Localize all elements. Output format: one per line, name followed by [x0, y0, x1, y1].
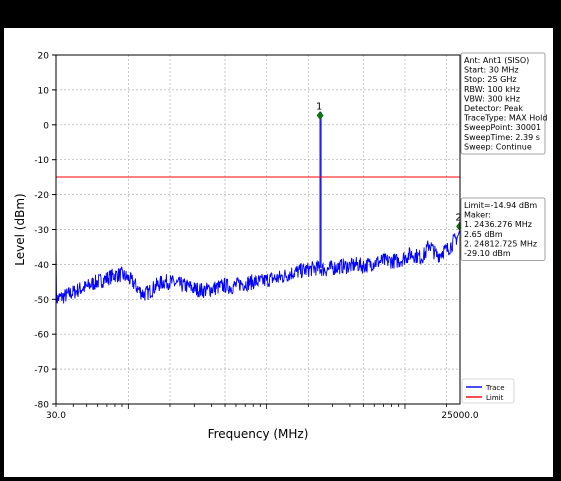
marker-label: 1 — [316, 102, 322, 113]
settings-line: VBW: 300 kHz — [464, 94, 520, 103]
settings-line: RBW: 100 kHz — [464, 85, 520, 94]
legend-entry: Trace — [485, 384, 505, 392]
y-tick-label: -50 — [34, 296, 49, 306]
marker-info-line: -29.10 dBm — [464, 249, 511, 258]
series-layer — [55, 112, 461, 304]
marker-diamond — [316, 111, 324, 121]
settings-line: Sweep: Continue — [464, 142, 532, 151]
trace-series-line — [55, 229, 461, 304]
x-tick-label: 30.0 — [46, 411, 66, 421]
legend-entry: Limit — [486, 394, 504, 402]
settings-line: Stop: 25 GHz — [464, 75, 517, 84]
y-tick-label: -70 — [34, 366, 49, 376]
y-tick-label: 10 — [38, 86, 50, 96]
settings-line: Start: 30 MHz — [464, 66, 519, 75]
x-axis-label: Frequency (MHz) — [208, 427, 309, 441]
x-tick-label: 25000.0 — [441, 411, 478, 421]
y-tick-label: -30 — [34, 226, 49, 236]
settings-line: TraceType: MAX Hold — [463, 114, 547, 123]
marker-info-line: 1. 2436.276 MHz — [464, 220, 532, 229]
settings-line: Ant: Ant1 (SISO) — [464, 56, 529, 65]
settings-line: SweepTime: 2.39 s — [464, 133, 540, 142]
marker-info-line: Limit=-14.94 dBm — [464, 201, 537, 210]
settings-line: Detector: Peak — [464, 104, 523, 113]
marker-info-line: Maker: — [464, 211, 491, 220]
y-axis-label: Level (dBm) — [13, 193, 27, 265]
marker-info-frame — [460, 197, 546, 261]
marker-label: 2 — [455, 212, 461, 223]
marker-layer: 12 — [316, 102, 463, 231]
y-tick-label: 0 — [43, 121, 49, 131]
marker-info-line: 2. 24812.725 MHz — [464, 239, 537, 248]
settings-frame — [460, 52, 546, 155]
y-tick-label: -10 — [34, 156, 49, 166]
y-tick-label: -60 — [34, 331, 49, 341]
y-tick-label: -40 — [34, 261, 49, 271]
legend: Trace Limit — [461, 378, 515, 404]
y-tick-label: -20 — [34, 191, 49, 201]
grid-layer — [56, 54, 460, 405]
settings-line: SweepPoint: 30001 — [464, 123, 541, 132]
y-tick-label: -80 — [34, 401, 49, 411]
y-tick-label: 20 — [38, 52, 50, 62]
marker-info-line: 2.65 dBm — [464, 230, 503, 239]
